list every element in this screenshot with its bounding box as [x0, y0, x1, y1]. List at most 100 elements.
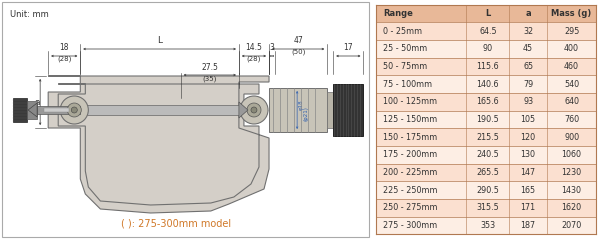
Text: 1060: 1060 — [561, 150, 582, 159]
Text: 1620: 1620 — [561, 203, 582, 212]
Text: φ6.35: φ6.35 — [254, 99, 259, 115]
Text: 640: 640 — [564, 97, 579, 106]
FancyBboxPatch shape — [376, 181, 596, 199]
Text: 0 - 25mm: 0 - 25mm — [383, 27, 422, 36]
Text: Unit: mm: Unit: mm — [10, 10, 49, 19]
FancyBboxPatch shape — [376, 75, 596, 93]
Text: 225 - 250mm: 225 - 250mm — [383, 186, 438, 195]
Text: 14.5: 14.5 — [246, 43, 263, 52]
Polygon shape — [28, 103, 37, 117]
Text: 165: 165 — [520, 186, 535, 195]
Text: 265.5: 265.5 — [477, 168, 499, 177]
Text: 1230: 1230 — [561, 168, 582, 177]
FancyBboxPatch shape — [376, 146, 596, 164]
Text: 93: 93 — [523, 97, 533, 106]
Text: ( ): 275-300mm model: ( ): 275-300mm model — [121, 219, 231, 229]
Circle shape — [240, 96, 268, 124]
FancyBboxPatch shape — [376, 58, 596, 75]
Text: 240.5: 240.5 — [477, 150, 499, 159]
FancyBboxPatch shape — [44, 108, 69, 112]
Text: 147: 147 — [520, 168, 535, 177]
FancyBboxPatch shape — [81, 105, 239, 115]
FancyBboxPatch shape — [376, 199, 596, 217]
PathPatch shape — [48, 76, 269, 213]
Text: a: a — [34, 98, 40, 107]
Text: 25 - 50mm: 25 - 50mm — [383, 44, 427, 53]
Text: 32: 32 — [523, 27, 533, 36]
Text: 353: 353 — [480, 221, 495, 230]
Text: 45: 45 — [523, 44, 533, 53]
Text: 2070: 2070 — [561, 221, 582, 230]
FancyBboxPatch shape — [2, 2, 370, 237]
Text: (50): (50) — [291, 49, 305, 55]
Text: 130: 130 — [520, 150, 535, 159]
Text: L: L — [157, 36, 162, 45]
Text: 18: 18 — [59, 43, 69, 52]
FancyBboxPatch shape — [13, 98, 27, 122]
Text: 27.5: 27.5 — [201, 63, 218, 72]
FancyBboxPatch shape — [376, 22, 596, 40]
Text: 540: 540 — [564, 80, 579, 89]
Text: 3: 3 — [270, 43, 275, 52]
Text: 90: 90 — [483, 44, 493, 53]
Text: 64.5: 64.5 — [479, 27, 496, 36]
FancyBboxPatch shape — [376, 164, 596, 181]
Text: 115.6: 115.6 — [477, 62, 499, 71]
Text: 120: 120 — [520, 133, 535, 142]
FancyBboxPatch shape — [376, 128, 596, 146]
Text: (φ21): (φ21) — [303, 107, 308, 121]
Text: φ18: φ18 — [299, 100, 304, 110]
Circle shape — [72, 107, 78, 113]
FancyBboxPatch shape — [27, 101, 37, 119]
Text: 165.6: 165.6 — [477, 97, 499, 106]
Circle shape — [247, 103, 261, 117]
Text: 295: 295 — [564, 27, 579, 36]
Text: 315.5: 315.5 — [477, 203, 499, 212]
Text: 900: 900 — [564, 133, 579, 142]
Text: 190.5: 190.5 — [477, 115, 499, 124]
FancyBboxPatch shape — [376, 5, 596, 22]
Text: 250 - 275mm: 250 - 275mm — [383, 203, 438, 212]
FancyBboxPatch shape — [376, 40, 596, 58]
Text: 79: 79 — [523, 80, 533, 89]
Text: 760: 760 — [564, 115, 579, 124]
Text: 47: 47 — [293, 36, 303, 45]
Text: 75 - 100mm: 75 - 100mm — [383, 80, 432, 89]
Text: 125 - 150mm: 125 - 150mm — [383, 115, 437, 124]
Text: 215.5: 215.5 — [477, 133, 499, 142]
Text: 171: 171 — [520, 203, 535, 212]
Circle shape — [251, 107, 257, 113]
Circle shape — [67, 103, 81, 117]
Text: 460: 460 — [564, 62, 579, 71]
Polygon shape — [239, 102, 248, 118]
Text: 150 - 175mm: 150 - 175mm — [383, 133, 437, 142]
Text: a: a — [525, 9, 531, 18]
Text: 187: 187 — [520, 221, 535, 230]
Text: (φ8): (φ8) — [258, 105, 263, 117]
Text: 1430: 1430 — [561, 186, 582, 195]
Circle shape — [60, 96, 88, 124]
Text: 175 - 200mm: 175 - 200mm — [383, 150, 437, 159]
Text: 200 - 225mm: 200 - 225mm — [383, 168, 438, 177]
Text: 290.5: 290.5 — [477, 186, 499, 195]
Text: (28): (28) — [57, 55, 72, 62]
Text: L: L — [485, 9, 490, 18]
FancyBboxPatch shape — [328, 92, 334, 128]
FancyBboxPatch shape — [376, 217, 596, 234]
Text: 100 - 125mm: 100 - 125mm — [383, 97, 437, 106]
FancyBboxPatch shape — [37, 106, 81, 114]
FancyBboxPatch shape — [376, 93, 596, 111]
Text: 400: 400 — [564, 44, 579, 53]
Text: 140.6: 140.6 — [477, 80, 499, 89]
Text: (35): (35) — [203, 76, 217, 82]
Text: 275 - 300mm: 275 - 300mm — [383, 221, 437, 230]
Text: (28): (28) — [247, 55, 261, 62]
Text: 50 - 75mm: 50 - 75mm — [383, 62, 427, 71]
Text: Range: Range — [383, 9, 413, 18]
Text: Mass (g): Mass (g) — [552, 9, 592, 18]
FancyBboxPatch shape — [376, 111, 596, 128]
Text: 105: 105 — [520, 115, 535, 124]
Text: 65: 65 — [523, 62, 533, 71]
FancyBboxPatch shape — [334, 84, 364, 136]
FancyBboxPatch shape — [269, 88, 328, 132]
